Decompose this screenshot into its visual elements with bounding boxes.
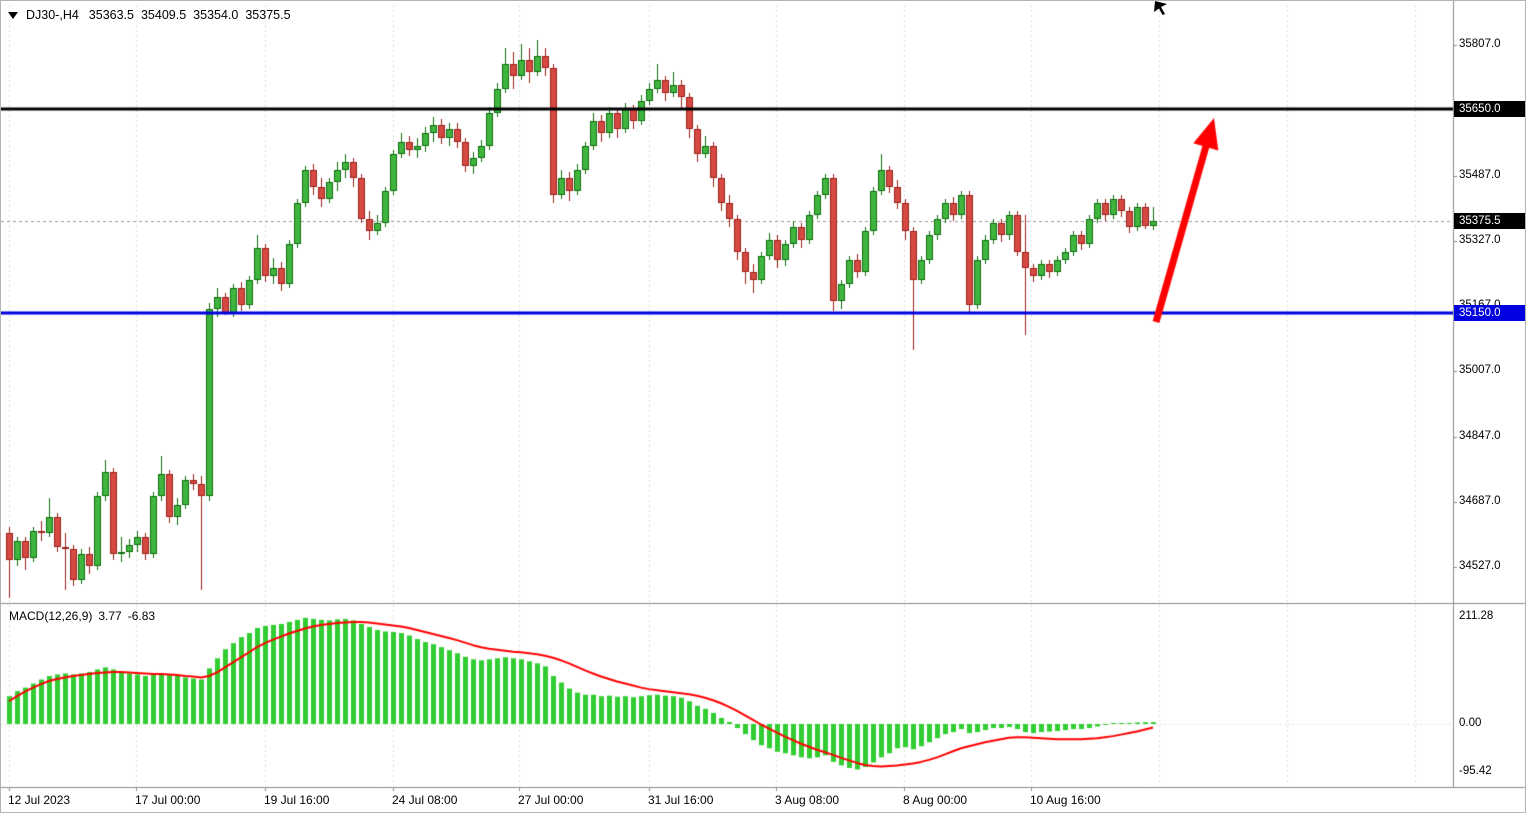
open-value: 35363.5: [88, 8, 134, 22]
macd-axis-label: 0.00: [1459, 717, 1482, 729]
macd-axis-label: 211.28: [1459, 610, 1494, 622]
symbol-period-label: DJ30-,H4: [26, 8, 79, 22]
current-price-badge: 35375.5: [1454, 213, 1525, 229]
macd-name: MACD(12,26,9): [9, 609, 93, 623]
time-axis[interactable]: [1, 788, 1525, 812]
time-axis-label: 8 Aug 00:00: [903, 793, 968, 807]
price-axis-label: 34527.0: [1459, 560, 1501, 572]
price-axis[interactable]: [1453, 1, 1525, 787]
price-axis-label: 35327.0: [1459, 234, 1501, 246]
macd-indicator-label: MACD(12,26,9) 3.77 -6.83: [9, 609, 155, 623]
resistance-price-badge: 35650.0: [1454, 101, 1525, 117]
time-axis-label: 27 Jul 00:00: [518, 793, 584, 807]
macd-signal-value: -6.83: [127, 609, 156, 623]
support-price-badge: 35150.0: [1454, 305, 1525, 321]
macd-axis-label: -95.42: [1459, 765, 1492, 777]
time-axis-label: 19 Jul 16:00: [264, 793, 330, 807]
low-value: 35354.0: [193, 8, 239, 22]
price-axis-label: 35487.0: [1459, 169, 1501, 181]
close-value: 35375.5: [245, 8, 291, 22]
price-axis-label: 35807.0: [1459, 38, 1501, 50]
price-axis-label: 34687.0: [1459, 495, 1501, 507]
macd-main-value: 3.77: [98, 609, 122, 623]
time-axis-label: 24 Jul 08:00: [392, 793, 458, 807]
time-axis-label: 31 Jul 16:00: [648, 793, 714, 807]
price-axis-label: 35007.0: [1459, 364, 1501, 376]
time-axis-label: 12 Jul 2023: [8, 793, 71, 807]
time-axis-label: 17 Jul 00:00: [135, 793, 201, 807]
symbol-expand-icon[interactable]: [8, 12, 18, 19]
mouse-cursor-icon: [1154, 1, 1167, 15]
symbol-ohlc-header: DJ30-,H4 35363.5 35409.5 35354.0 35375.5: [8, 8, 298, 22]
high-value: 35409.5: [140, 8, 187, 22]
price-axis-label: 34847.0: [1459, 430, 1501, 442]
time-axis-label: 10 Aug 16:00: [1030, 793, 1101, 807]
time-axis-label: 3 Aug 08:00: [775, 793, 840, 807]
